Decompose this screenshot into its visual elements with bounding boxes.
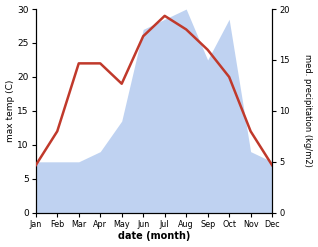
- Y-axis label: max temp (C): max temp (C): [5, 80, 15, 142]
- Y-axis label: med. precipitation (kg/m2): med. precipitation (kg/m2): [303, 54, 313, 167]
- X-axis label: date (month): date (month): [118, 231, 190, 242]
